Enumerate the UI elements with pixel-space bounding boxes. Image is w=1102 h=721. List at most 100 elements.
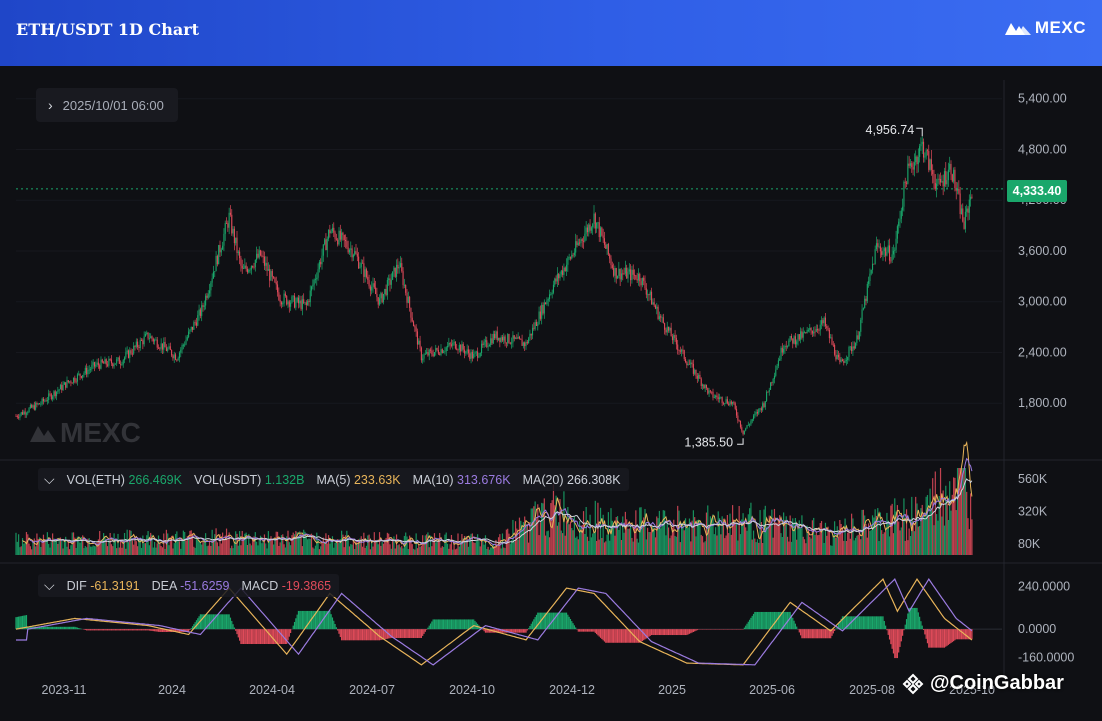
candle-body bbox=[750, 421, 751, 424]
macd-bar bbox=[108, 629, 109, 630]
macd-bar bbox=[19, 616, 20, 629]
candle-body bbox=[927, 150, 928, 151]
candle-body bbox=[537, 324, 538, 326]
candle-body bbox=[690, 363, 691, 365]
candle-body bbox=[178, 358, 179, 360]
macd-bar bbox=[895, 629, 896, 658]
volume-bar bbox=[127, 530, 128, 555]
candle-body bbox=[898, 222, 899, 226]
volume-bar bbox=[515, 521, 516, 555]
macd-bar bbox=[248, 629, 249, 644]
macd-bar bbox=[859, 616, 860, 629]
candle-body bbox=[129, 350, 130, 358]
candle-body bbox=[151, 336, 152, 339]
candle-body bbox=[831, 337, 832, 344]
macd-bar bbox=[935, 629, 936, 648]
candle-body bbox=[248, 270, 249, 273]
candle-body bbox=[814, 332, 815, 333]
candle-body bbox=[39, 403, 40, 404]
volume-bar bbox=[833, 535, 834, 555]
macd-bar bbox=[295, 618, 296, 629]
candle-body bbox=[48, 393, 49, 400]
candle-body bbox=[718, 397, 719, 399]
date-selector[interactable]: › 2025/10/01 06:00 bbox=[36, 88, 178, 122]
watermark: MEXC bbox=[30, 417, 141, 448]
volume-bar bbox=[963, 468, 964, 555]
candle-body bbox=[229, 213, 230, 228]
candle-body bbox=[489, 345, 490, 346]
candle-body bbox=[899, 219, 900, 222]
macd-bar bbox=[214, 614, 215, 629]
volume-bar bbox=[119, 548, 120, 555]
volume-bar bbox=[550, 503, 551, 555]
volume-bar bbox=[927, 495, 928, 555]
candle-body bbox=[948, 170, 949, 181]
macd-bar bbox=[189, 629, 190, 630]
candle-body bbox=[57, 391, 58, 392]
macd-bar bbox=[651, 629, 652, 635]
volume-bar bbox=[773, 538, 774, 555]
macd-bar bbox=[827, 629, 828, 638]
macd-bar bbox=[162, 629, 163, 632]
volume-bar bbox=[217, 542, 218, 555]
macd-bar bbox=[518, 629, 519, 633]
macd-bar bbox=[673, 629, 674, 635]
volume-bar bbox=[287, 531, 288, 555]
volume-bar bbox=[748, 514, 749, 555]
volume-bar bbox=[847, 533, 848, 555]
macd-bar bbox=[529, 626, 530, 629]
candle-body bbox=[944, 171, 945, 186]
macd-bar bbox=[380, 629, 381, 640]
volume-bar bbox=[273, 545, 274, 555]
volume-bar bbox=[742, 513, 743, 555]
candle-body bbox=[727, 399, 728, 403]
volume-bar bbox=[435, 542, 436, 555]
candle-body bbox=[648, 294, 649, 295]
chevron-down-icon[interactable]: ⌵ bbox=[44, 577, 55, 594]
macd-bar bbox=[222, 614, 223, 629]
candle-body bbox=[941, 181, 942, 182]
candle-body bbox=[406, 293, 407, 303]
candle-body bbox=[140, 340, 141, 348]
macd-bar bbox=[533, 619, 534, 629]
macd-bar bbox=[423, 629, 424, 634]
macd-bar bbox=[858, 616, 859, 629]
candle-body bbox=[830, 337, 831, 338]
volume-bar bbox=[43, 535, 44, 555]
volume-bar bbox=[739, 506, 740, 555]
volume-bar bbox=[477, 534, 478, 555]
candle-body bbox=[767, 392, 768, 393]
macd-bar bbox=[158, 629, 159, 632]
macd-bar bbox=[244, 629, 245, 644]
candle-body bbox=[263, 256, 264, 257]
volume-bar bbox=[744, 521, 745, 555]
candle-body bbox=[82, 375, 83, 378]
volume-bar bbox=[924, 518, 925, 555]
macd-bar bbox=[922, 626, 923, 630]
volume-bar bbox=[549, 537, 550, 555]
volume-bar bbox=[416, 533, 417, 555]
candle-body bbox=[448, 343, 449, 346]
candle-body bbox=[835, 355, 836, 360]
candle-body bbox=[782, 348, 783, 353]
chevron-down-icon[interactable]: ⌵ bbox=[44, 471, 55, 488]
volume-bar bbox=[208, 546, 209, 555]
candle-body bbox=[433, 354, 434, 356]
candle-body bbox=[709, 391, 710, 394]
macd-bar bbox=[371, 629, 372, 640]
candle-body bbox=[939, 179, 940, 180]
candle-body bbox=[167, 349, 168, 351]
macd-bar bbox=[756, 612, 757, 629]
candle-body bbox=[582, 239, 583, 241]
candle-body bbox=[893, 251, 894, 255]
candle-body bbox=[661, 317, 662, 318]
volume-bar bbox=[200, 543, 201, 555]
volume-bar bbox=[591, 537, 592, 555]
candle-body bbox=[722, 397, 723, 403]
candle-body bbox=[614, 268, 615, 276]
volume-bar bbox=[848, 530, 849, 555]
macd-bar bbox=[201, 614, 202, 629]
macd-bar bbox=[61, 627, 62, 629]
volume-bar bbox=[472, 533, 473, 555]
macd-bar bbox=[748, 622, 749, 629]
